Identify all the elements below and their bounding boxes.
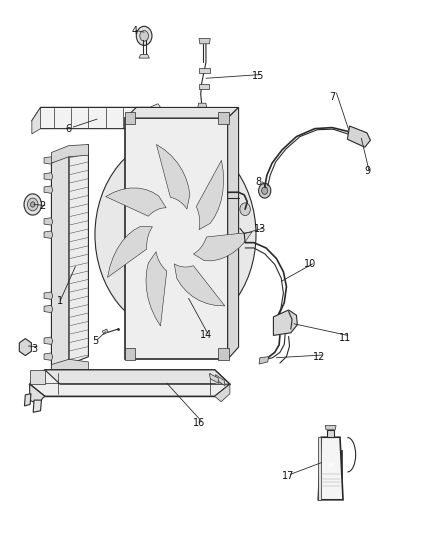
Text: 5: 5	[92, 336, 98, 346]
Polygon shape	[32, 108, 158, 128]
Polygon shape	[215, 375, 225, 386]
Polygon shape	[44, 157, 53, 164]
Polygon shape	[125, 118, 228, 359]
Text: 8: 8	[255, 176, 261, 187]
Polygon shape	[30, 370, 230, 397]
Text: 4: 4	[131, 26, 137, 36]
Polygon shape	[44, 173, 53, 180]
Polygon shape	[325, 425, 336, 430]
Circle shape	[166, 223, 185, 246]
Text: M: M	[328, 463, 333, 468]
Polygon shape	[259, 357, 268, 364]
Polygon shape	[30, 370, 45, 384]
Text: 14: 14	[200, 330, 212, 341]
Polygon shape	[69, 144, 88, 365]
Polygon shape	[33, 400, 42, 413]
Polygon shape	[44, 186, 53, 193]
Polygon shape	[44, 353, 53, 360]
Text: 6: 6	[66, 124, 72, 134]
Polygon shape	[124, 112, 135, 124]
Polygon shape	[44, 231, 53, 238]
Polygon shape	[318, 437, 321, 500]
Polygon shape	[218, 112, 229, 124]
Polygon shape	[125, 108, 239, 118]
Polygon shape	[215, 384, 230, 402]
Polygon shape	[156, 144, 190, 209]
Polygon shape	[44, 217, 53, 225]
Polygon shape	[273, 310, 297, 335]
Polygon shape	[19, 338, 32, 356]
Polygon shape	[51, 359, 88, 383]
Polygon shape	[209, 374, 219, 383]
Bar	[320, 450, 342, 488]
Circle shape	[31, 202, 35, 207]
Polygon shape	[218, 348, 229, 360]
Polygon shape	[106, 188, 166, 216]
Polygon shape	[124, 348, 135, 360]
Polygon shape	[196, 160, 223, 230]
Polygon shape	[194, 232, 252, 261]
Polygon shape	[32, 108, 41, 134]
Polygon shape	[30, 384, 45, 405]
Circle shape	[356, 131, 367, 145]
Polygon shape	[139, 54, 149, 58]
Circle shape	[240, 203, 251, 216]
Text: 15: 15	[252, 70, 265, 80]
Polygon shape	[174, 264, 225, 306]
Circle shape	[24, 194, 42, 215]
Text: 7: 7	[329, 92, 335, 102]
Circle shape	[258, 183, 271, 198]
Circle shape	[140, 30, 148, 41]
Polygon shape	[25, 394, 31, 406]
Polygon shape	[199, 68, 210, 73]
Text: 16: 16	[193, 418, 205, 428]
Polygon shape	[198, 84, 209, 89]
Text: 11: 11	[339, 333, 351, 343]
Polygon shape	[318, 437, 343, 500]
Text: 17: 17	[283, 471, 295, 481]
Polygon shape	[44, 305, 53, 313]
Text: 2: 2	[39, 200, 46, 211]
Text: 9: 9	[364, 166, 370, 176]
Circle shape	[28, 198, 38, 211]
Polygon shape	[44, 292, 53, 300]
Polygon shape	[327, 430, 334, 437]
Text: 1: 1	[57, 296, 63, 306]
Polygon shape	[44, 337, 53, 344]
Text: 13: 13	[254, 224, 266, 235]
Circle shape	[150, 204, 201, 265]
Text: 10: 10	[304, 259, 317, 269]
Polygon shape	[146, 252, 167, 326]
Polygon shape	[107, 227, 152, 277]
Circle shape	[95, 136, 256, 333]
Polygon shape	[347, 126, 371, 147]
Text: 12: 12	[313, 352, 325, 361]
Text: 3: 3	[31, 344, 37, 354]
Polygon shape	[198, 103, 207, 109]
Polygon shape	[45, 370, 230, 384]
Polygon shape	[228, 108, 239, 359]
Circle shape	[136, 26, 152, 45]
Polygon shape	[102, 329, 108, 334]
Polygon shape	[51, 144, 88, 163]
Polygon shape	[199, 38, 210, 44]
Circle shape	[159, 215, 192, 255]
Polygon shape	[51, 152, 69, 374]
Circle shape	[261, 187, 268, 195]
Polygon shape	[149, 104, 167, 120]
